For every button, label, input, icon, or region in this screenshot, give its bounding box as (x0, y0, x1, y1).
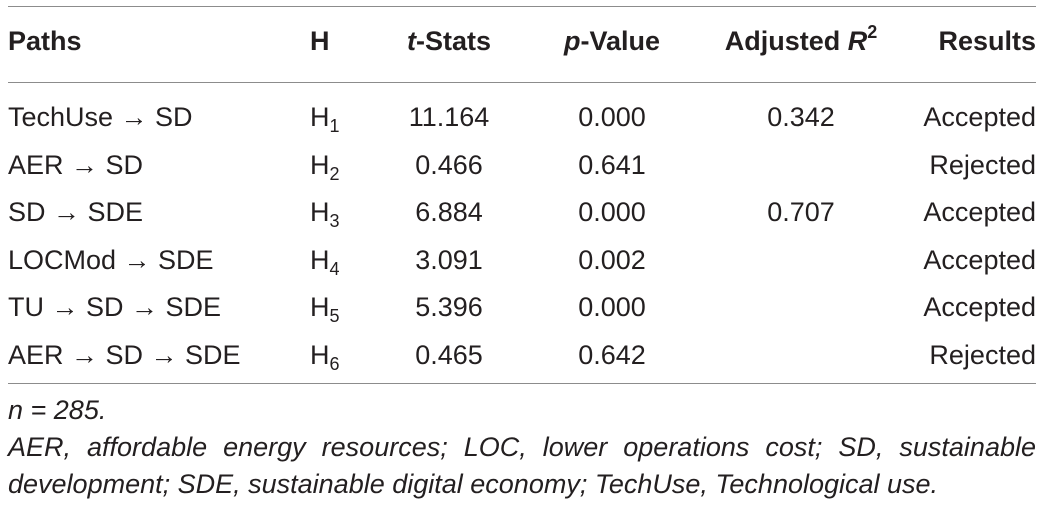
header-p-italic: p (563, 26, 581, 56)
hypothesis-letter: H (310, 244, 330, 275)
sample-size-note: n = 285. (8, 395, 107, 425)
table-row: AER → SD → SDE H6 0.465 0.642 Rejected (8, 332, 1036, 380)
header-t-rest: -Stats (415, 26, 491, 56)
table-row: SD → SDE H3 6.884 0.000 0.707 Accepted (8, 189, 1036, 237)
cell-p-value: 0.000 (578, 292, 646, 323)
table-top-rule (8, 6, 1036, 7)
results-table: Paths H t-Stats p-Value Adjusted R2 Resu… (8, 18, 1036, 379)
table-row: LOCMod → SDE H4 3.091 0.002 Accepted (8, 237, 1036, 285)
header-spacer (8, 65, 1036, 94)
table-header-rule (8, 82, 1036, 83)
hypothesis-number: 4 (329, 258, 340, 279)
cell-result: Accepted (923, 244, 1036, 275)
cell-hypothesis: H3 (300, 189, 370, 237)
cell-hypothesis: H1 (300, 94, 370, 142)
hypothesis-letter: H (310, 197, 330, 228)
header-t-italic: t (406, 26, 416, 56)
cell-t-stat: 5.396 (415, 292, 483, 323)
cell-result: Accepted (923, 197, 1036, 228)
cell-path: SD → SDE (8, 197, 144, 228)
cell-t-stat: 3.091 (415, 244, 483, 275)
hypothesis-letter: H (310, 339, 330, 370)
table-header-row: Paths H t-Stats p-Value Adjusted R2 Resu… (8, 18, 1036, 65)
header-adjusted-r2: Adjusted R2 (696, 18, 906, 65)
hypothesis-number: 2 (329, 163, 340, 184)
cell-hypothesis: H4 (300, 237, 370, 285)
table-bottom-rule (8, 383, 1036, 384)
hypothesis-number: 6 (329, 353, 340, 374)
header-hypothesis: H (310, 26, 330, 56)
cell-adjusted-r2 (696, 332, 906, 380)
table-row: TechUse → SD H1 11.164 0.000 0.342 Accepted (8, 94, 1036, 142)
header-paths: Paths (8, 26, 82, 56)
cell-result: Rejected (929, 339, 1036, 370)
hypothesis-number: 3 (329, 211, 340, 232)
table-footnotes: n = 285. AER, affordable energy resource… (8, 392, 1036, 503)
cell-adjusted-r2 (696, 284, 906, 332)
cell-t-stat: 0.466 (415, 149, 483, 180)
cell-p-value: 0.002 (578, 244, 646, 275)
header-r2-sup: 2 (867, 22, 878, 42)
cell-t-stat: 6.884 (415, 197, 483, 228)
cell-path: TechUse → SD (8, 102, 193, 133)
cell-result: Accepted (923, 292, 1036, 323)
cell-t-stat: 11.164 (408, 102, 490, 133)
cell-t-stat: 0.465 (415, 339, 483, 370)
cell-adjusted-r2: 0.342 (767, 102, 835, 133)
hypothesis-number: 5 (329, 306, 340, 327)
hypothesis-letter: H (310, 292, 330, 323)
cell-path: AER → SD → SDE (8, 339, 241, 370)
abbreviations-note: AER, affordable energy resources; LOC, l… (8, 432, 1036, 499)
cell-result: Accepted (923, 102, 1036, 133)
cell-path: AER → SD (8, 149, 144, 180)
header-r2-italic: R (847, 26, 868, 56)
cell-p-value: 0.642 (578, 339, 646, 370)
cell-hypothesis: H6 (300, 332, 370, 380)
header-t-stats: t-Stats (370, 18, 528, 65)
header-r2-prefix: Adjusted (724, 26, 848, 56)
hypothesis-letter: H (310, 102, 330, 133)
header-p-value: p-Value (528, 18, 696, 65)
cell-adjusted-r2 (696, 142, 906, 190)
cell-path: LOCMod → SDE (8, 244, 214, 275)
cell-adjusted-r2: 0.707 (767, 197, 835, 228)
cell-p-value: 0.641 (578, 149, 646, 180)
header-p-rest: -Value (580, 26, 661, 56)
hypothesis-letter: H (310, 149, 330, 180)
cell-p-value: 0.000 (578, 102, 646, 133)
cell-result: Rejected (929, 149, 1036, 180)
cell-hypothesis: H5 (300, 284, 370, 332)
cell-hypothesis: H2 (300, 142, 370, 190)
header-results: Results (938, 26, 1036, 56)
cell-adjusted-r2 (696, 237, 906, 285)
hypothesis-number: 1 (329, 116, 340, 137)
cell-path: TU → SD → SDE (8, 292, 222, 323)
cell-p-value: 0.000 (578, 197, 646, 228)
table-row: TU → SD → SDE H5 5.396 0.000 Accepted (8, 284, 1036, 332)
table-row: AER → SD H2 0.466 0.641 Rejected (8, 142, 1036, 190)
